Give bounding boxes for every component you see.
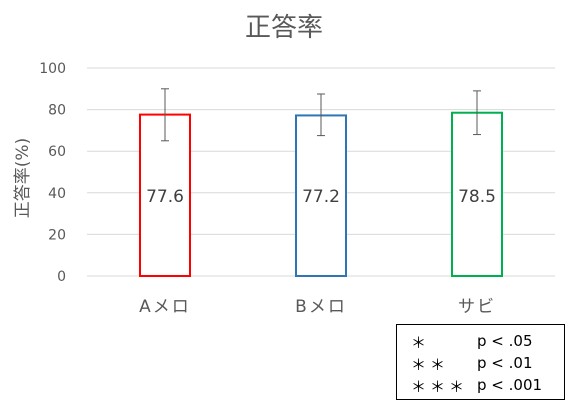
legend-row: ＊＊＊ p < .001 <box>397 376 564 396</box>
legend-row: ＊＊ p < .01 <box>397 354 564 374</box>
x-tick-label: Bメロ <box>295 297 347 317</box>
data-labels: 77.6 77.2 78.5 <box>146 187 496 207</box>
legend-pvalue: p < .05 <box>477 332 533 350</box>
y-tick-label: 60 <box>48 144 66 160</box>
legend-row: ＊ p < .05 <box>397 332 564 352</box>
chart-title: 正答率 <box>245 13 323 43</box>
data-label: 78.5 <box>458 187 496 207</box>
bars <box>139 111 503 278</box>
legend-symbol: ＊ <box>411 334 431 352</box>
y-tick-label: 40 <box>48 186 66 202</box>
x-axis-ticks: Aメロ Bメロ サビ <box>139 297 496 317</box>
significance-legend: ＊ p < .05 ＊＊ p < .01 ＊＊＊ p < .001 <box>396 324 565 400</box>
legend-pvalue: p < .001 <box>477 376 543 394</box>
error-bars <box>161 88 481 142</box>
y-axis-ticks: 0 20 40 60 80 100 <box>39 61 66 285</box>
y-tick-label: 20 <box>48 227 66 243</box>
x-tick-label: Aメロ <box>139 297 191 317</box>
bar <box>295 114 347 278</box>
y-tick-label: 0 <box>57 269 66 285</box>
y-tick-label: 100 <box>39 61 66 77</box>
y-axis-label: 正答率(%) <box>13 138 33 218</box>
bar <box>451 111 503 277</box>
y-tick-label: 80 <box>48 103 66 119</box>
legend-symbol: ＊＊＊ <box>411 378 469 396</box>
data-label: 77.2 <box>302 187 340 207</box>
legend-pvalue: p < .01 <box>477 354 533 372</box>
legend-symbol: ＊＊ <box>411 356 450 374</box>
data-label: 77.6 <box>146 187 184 207</box>
x-tick-label: サビ <box>458 297 496 317</box>
